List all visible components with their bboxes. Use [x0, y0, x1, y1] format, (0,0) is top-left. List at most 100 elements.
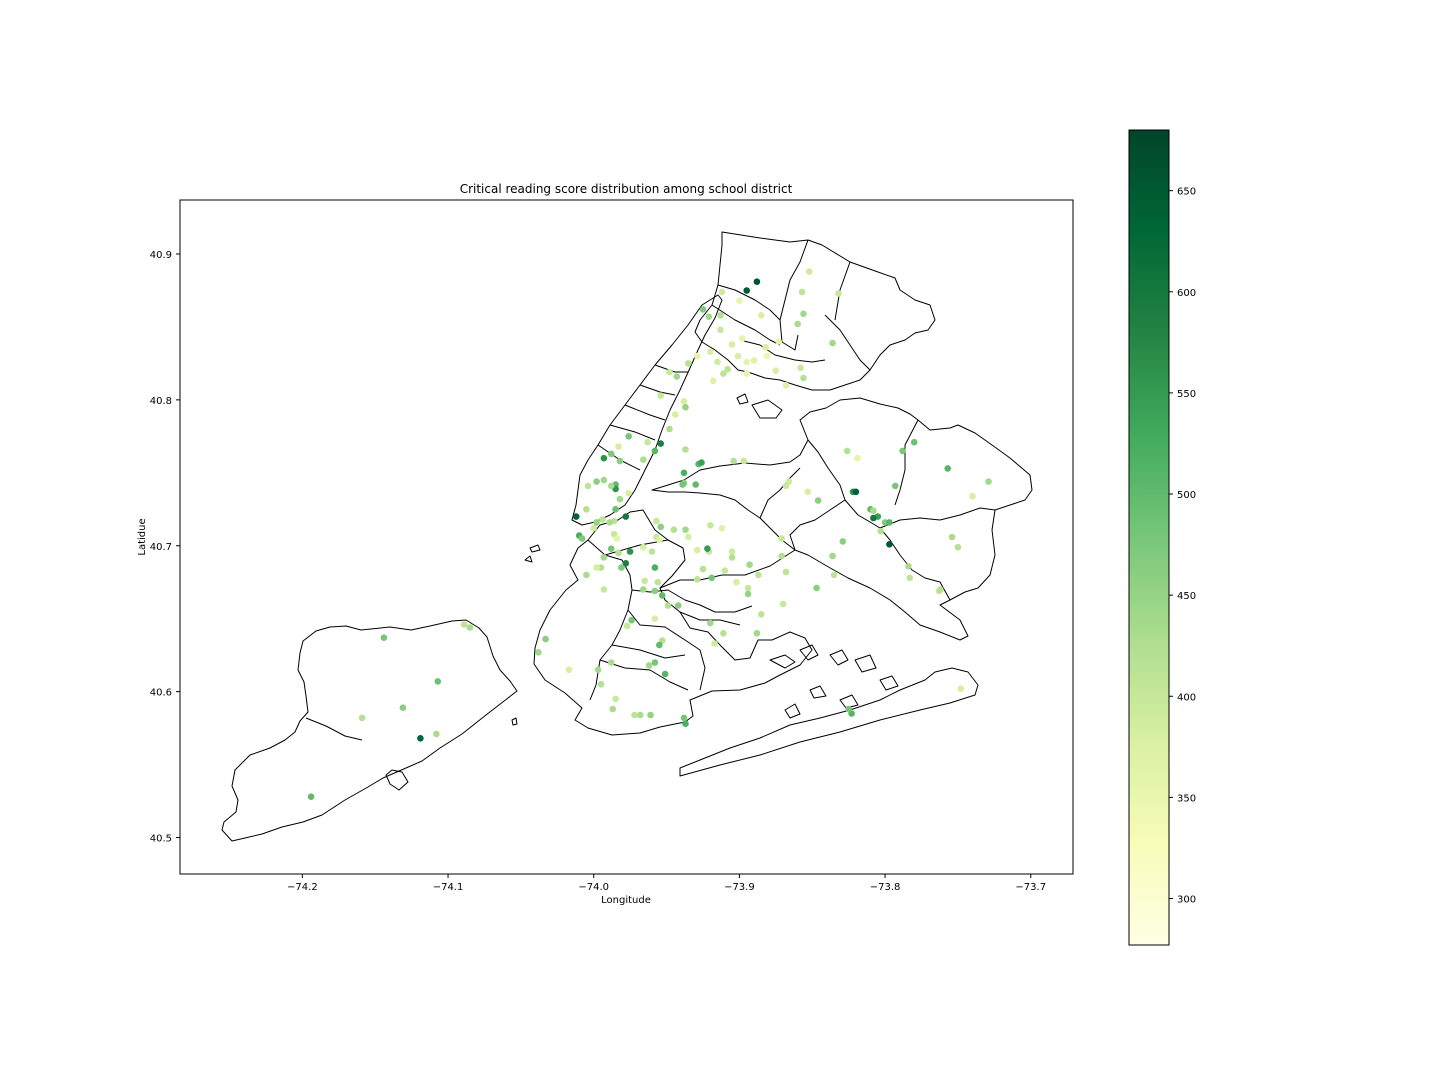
- school-point: [645, 662, 653, 669]
- school-point: [758, 611, 765, 618]
- school-point: [673, 373, 681, 380]
- y-tick-label: 40.7: [150, 542, 172, 553]
- school-point: [600, 454, 608, 462]
- school-point: [704, 545, 711, 552]
- school-point: [647, 711, 654, 719]
- school-point: [778, 535, 785, 542]
- y-tick-label: 40.8: [150, 396, 172, 407]
- colorbar-tick-label: 450: [1177, 591, 1196, 602]
- school-point: [728, 341, 736, 348]
- school-point: [578, 535, 586, 542]
- school-point: [648, 548, 656, 555]
- school-point: [985, 478, 992, 485]
- school-point: [698, 459, 705, 466]
- school-point: [615, 443, 622, 450]
- school-point: [685, 533, 692, 541]
- school-point: [886, 519, 893, 526]
- school-point: [740, 457, 748, 465]
- school-point: [618, 564, 625, 571]
- school-point: [380, 634, 388, 641]
- school-point: [606, 519, 613, 526]
- school-point: [682, 403, 689, 411]
- school-point: [794, 320, 801, 328]
- school-point: [460, 621, 468, 628]
- school-point: [616, 457, 624, 465]
- school-point: [969, 492, 976, 500]
- school-point: [730, 457, 737, 465]
- school-point: [854, 454, 861, 462]
- school-point: [746, 561, 753, 568]
- school-point: [720, 370, 727, 377]
- school-point: [565, 666, 573, 674]
- school-point: [613, 535, 621, 542]
- school-point: [625, 433, 632, 440]
- school-point: [640, 456, 647, 464]
- school-point: [692, 481, 699, 488]
- colorbar-tick-label: 300: [1177, 894, 1196, 905]
- school-point: [358, 714, 366, 722]
- school-point: [583, 506, 590, 513]
- boundary-rockaway: [679, 667, 979, 777]
- school-point: [637, 711, 644, 719]
- school-point: [651, 564, 659, 571]
- school-point: [399, 704, 407, 711]
- school-point: [625, 489, 632, 497]
- colorbar-tick-label: 650: [1177, 187, 1196, 198]
- school-point: [640, 586, 647, 593]
- x-axis: −74.2 −74.1 −74.0 −73.9 −73.8 −73.7: [287, 874, 1046, 893]
- boundary-staten-island-inner: [305, 717, 409, 791]
- x-tick-label: −74.1: [433, 882, 464, 893]
- boundary-jamaica-bay: [769, 644, 899, 719]
- school-point: [707, 348, 714, 356]
- school-point: [714, 358, 721, 366]
- colorbar-tick-label: 500: [1177, 490, 1196, 501]
- school-point: [728, 554, 736, 561]
- school-point: [758, 312, 765, 319]
- school-point: [626, 548, 634, 555]
- school-point: [680, 398, 688, 405]
- school-point: [434, 678, 442, 685]
- school-point: [607, 482, 615, 490]
- school-point: [658, 592, 666, 599]
- y-axis-label: Latidue: [137, 518, 148, 555]
- school-point: [782, 482, 790, 490]
- x-tick-label: −73.8: [870, 882, 901, 893]
- school-point: [680, 469, 688, 477]
- school-point: [717, 312, 724, 319]
- school-point: [535, 649, 542, 656]
- school-point: [944, 465, 951, 472]
- school-point: [870, 507, 877, 514]
- school-point: [672, 411, 679, 418]
- school-point: [682, 446, 689, 453]
- school-point: [651, 587, 659, 595]
- school-point: [572, 513, 580, 520]
- school-point: [763, 352, 771, 360]
- colorbar: 300 350 400 450 500 550 600 650: [1128, 129, 1196, 946]
- school-point: [892, 482, 899, 490]
- school-point: [724, 365, 731, 373]
- school-point: [762, 344, 769, 351]
- school-point: [954, 543, 962, 551]
- school-point: [707, 619, 714, 627]
- school-point: [937, 586, 944, 593]
- school-point: [615, 549, 622, 557]
- school-point: [693, 352, 701, 360]
- colorbar-ticks: 300 350 400 450 500 550 600 650: [1169, 187, 1196, 905]
- school-point: [653, 517, 660, 525]
- school-point: [607, 545, 615, 552]
- school-point: [656, 641, 663, 649]
- school-point: [718, 524, 726, 532]
- school-point: [779, 600, 787, 608]
- school-point: [656, 536, 663, 544]
- school-point: [542, 635, 549, 643]
- school-point: [734, 352, 742, 360]
- school-point: [775, 338, 782, 345]
- school-point: [597, 681, 605, 688]
- boundary-bronx-districts: [711, 239, 871, 371]
- school-point: [886, 541, 893, 548]
- school-point: [651, 659, 659, 666]
- y-tick-label: 40.6: [150, 688, 172, 699]
- school-point: [664, 602, 672, 609]
- school-point: [685, 360, 692, 367]
- colorbar-tick-label: 550: [1177, 389, 1196, 400]
